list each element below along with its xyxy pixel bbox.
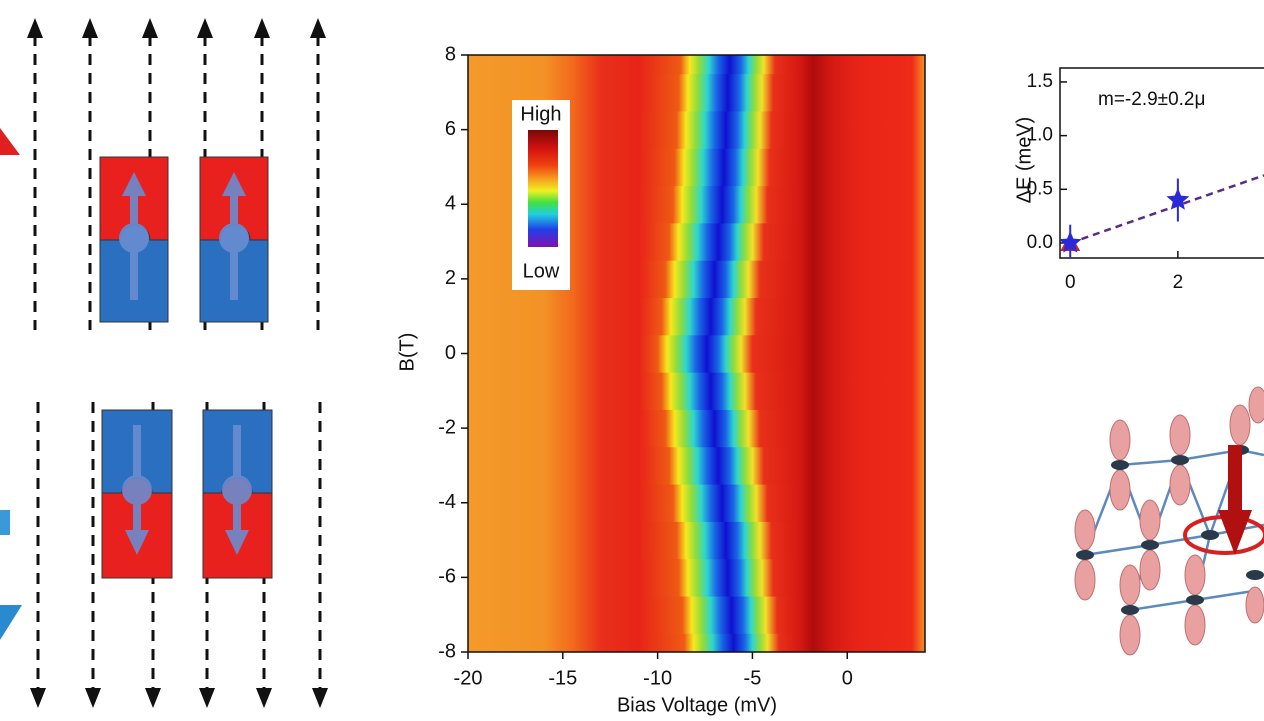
colorbar-high: High [520, 103, 561, 125]
y-tick-label: 1.0 [1027, 125, 1053, 146]
plot-area [1060, 174, 1264, 258]
heatmap-row [468, 483, 925, 522]
x-tick-label: -20 [454, 667, 483, 689]
data-point [1166, 188, 1190, 210]
heatmap-row [468, 446, 925, 485]
heatmap-row [468, 632, 925, 652]
y-tick-label: 1.5 [1027, 71, 1053, 92]
colorbar [528, 130, 558, 247]
annotation: m=-2.9±0.2μ [1098, 89, 1205, 110]
heatmap-panel: High Low Bias Voltage (mV) B(T) -8 -6 -4 -2… [396, 43, 926, 716]
heatmap-row [468, 520, 925, 560]
x-axis-label: Bias Voltage (mV) [617, 694, 777, 716]
colorbar-low: Low [523, 260, 560, 282]
y-axis-label: ΔE (meV) [1013, 117, 1035, 204]
x-tick-label: -5 [744, 667, 762, 689]
y-tick-label: 0.5 [1027, 178, 1053, 199]
plot-frame [1059, 67, 1264, 259]
y-tick-label: 6 [445, 118, 456, 140]
x-tick-label: 2 [1173, 272, 1184, 293]
spin-schematic [0, 18, 328, 708]
heatmap-row [468, 595, 925, 634]
scatter-panel: ΔE (meV) m=-2.9±0.2μ 0.0 0.5 1.0 1.5 0 2 [1013, 67, 1264, 293]
molecule-illustration [1074, 386, 1264, 656]
x-tick-label: -10 [643, 667, 672, 689]
data-point [1060, 230, 1082, 253]
y-axis-label: B(T) [396, 333, 418, 372]
y-tick-label: 4 [445, 193, 456, 215]
y-tick-label: -4 [438, 491, 456, 513]
y-tick-label: 0.0 [1027, 232, 1053, 253]
heatmap-row [468, 55, 925, 75]
heatmap-row [468, 558, 925, 597]
y-tick-label: -8 [438, 640, 456, 662]
y-tick-label: 0 [445, 342, 456, 364]
y-tick-label: -2 [438, 416, 456, 438]
heatmap-row [468, 334, 925, 373]
x-tick-label: 0 [842, 667, 853, 689]
y-tick-label: 8 [445, 43, 456, 65]
x-tick-label: 0 [1065, 272, 1076, 293]
y-tick-label: 2 [445, 267, 456, 289]
heatmap-row [468, 371, 925, 410]
y-tick-label: -6 [438, 566, 456, 588]
heatmap-row [468, 297, 925, 336]
fit-line [1069, 174, 1264, 245]
heatmap-row [468, 408, 925, 448]
x-tick-label: -15 [548, 667, 577, 689]
